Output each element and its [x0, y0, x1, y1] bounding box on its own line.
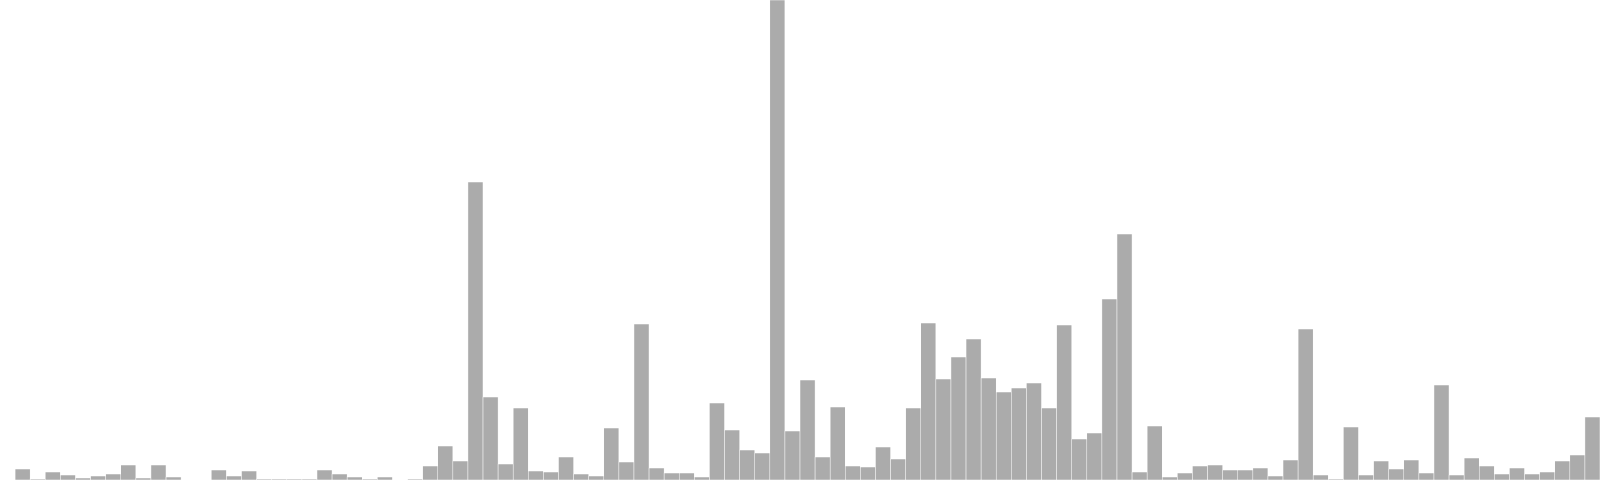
bar-78 [1177, 472, 1193, 480]
bar-44 [663, 472, 680, 480]
bar-89 [1343, 426, 1359, 480]
bar-99 [1494, 473, 1510, 480]
bar-97 [1463, 457, 1480, 480]
bar-29 [437, 445, 454, 480]
bar-102 [1539, 471, 1555, 480]
bar-96 [1448, 474, 1465, 480]
bar-70 [1056, 324, 1072, 480]
bar-52 [784, 430, 801, 480]
bar-100 [1509, 467, 1525, 480]
bar-91 [1373, 460, 1389, 480]
bar-80 [1207, 464, 1223, 480]
bar-16 [241, 470, 257, 480]
bar-105 [1584, 416, 1600, 480]
bar-30 [452, 460, 469, 480]
bar-11 [165, 476, 182, 480]
bar-103 [1554, 460, 1571, 480]
bar-79 [1192, 465, 1208, 480]
bar-7 [105, 473, 122, 480]
bar-55 [829, 406, 846, 480]
bar-32 [482, 396, 499, 480]
bar-57 [860, 466, 876, 480]
bar-47 [709, 402, 725, 480]
bar-48 [724, 429, 740, 480]
bar-21 [316, 469, 333, 480]
bar-10 [150, 464, 167, 480]
bar-90 [1358, 474, 1374, 480]
bar-81 [1222, 469, 1238, 480]
bar-49 [739, 449, 755, 480]
bar-43 [648, 467, 665, 480]
bar-60 [905, 407, 921, 480]
bar-54 [814, 456, 831, 480]
bar-87 [1312, 474, 1329, 480]
bar-74 [1116, 233, 1133, 480]
bar-41 [618, 461, 635, 480]
bar-66 [995, 391, 1012, 480]
bar-1 [14, 468, 31, 480]
bar-68 [1026, 382, 1042, 480]
bar-94 [1418, 472, 1435, 480]
bar-65 [980, 377, 997, 480]
bar-95 [1433, 384, 1450, 480]
bar-101 [1524, 473, 1540, 480]
bar-25 [377, 476, 393, 480]
bar-76 [1146, 425, 1163, 480]
bar-73 [1101, 298, 1118, 480]
bar-45 [679, 472, 695, 480]
bar-67 [1011, 387, 1027, 480]
bar-42 [633, 323, 650, 480]
bar-6 [90, 475, 106, 480]
bar-86 [1297, 328, 1314, 480]
bar-93 [1403, 459, 1420, 480]
bar-38 [573, 473, 589, 480]
bar-15 [226, 475, 242, 480]
bar-4 [60, 474, 76, 480]
bar-50 [754, 452, 771, 480]
bar-64 [965, 338, 982, 480]
bar-33 [497, 463, 514, 480]
bar-62 [935, 378, 952, 480]
bar-53 [799, 379, 816, 480]
bar-59 [890, 458, 906, 480]
bar-83 [1252, 467, 1269, 480]
bar-51 [769, 0, 786, 480]
bar-14 [211, 469, 227, 480]
bar-75 [1131, 471, 1148, 480]
bar-61 [920, 322, 937, 480]
bar-3 [45, 471, 61, 480]
bar-36 [543, 471, 559, 480]
bar-98 [1479, 465, 1495, 480]
bar-63 [950, 356, 967, 480]
bar-39 [588, 475, 605, 480]
bar-85 [1282, 459, 1299, 480]
bar-23 [346, 476, 363, 480]
bar-56 [845, 465, 861, 480]
bar-34 [512, 407, 529, 480]
bar-28 [422, 465, 438, 480]
bar-104 [1569, 454, 1586, 480]
bar-8 [120, 464, 137, 480]
bar-82 [1237, 469, 1254, 480]
bar-22 [331, 473, 348, 480]
bar-31 [467, 181, 484, 480]
bar-37 [558, 456, 574, 480]
bar-69 [1041, 407, 1057, 480]
bar-35 [528, 470, 544, 480]
bar-71 [1071, 438, 1088, 480]
bar-72 [1086, 432, 1103, 480]
bar-84 [1267, 475, 1284, 480]
bar-58 [875, 446, 891, 480]
bar-40 [603, 427, 620, 480]
bar-92 [1388, 468, 1405, 480]
